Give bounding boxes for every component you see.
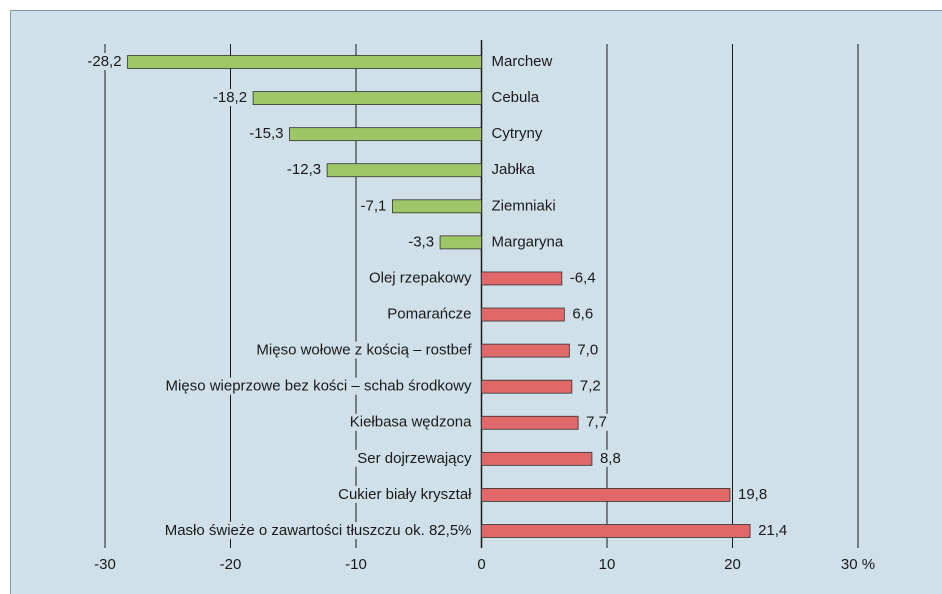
label-background — [346, 413, 476, 431]
x-tick-label: 20 — [724, 556, 741, 573]
value-label: -18,2 — [213, 89, 247, 106]
category-label: Olej rzepakowy — [369, 269, 472, 286]
x-tick-label: 30 % — [841, 556, 875, 573]
value-label: -12,3 — [287, 161, 321, 178]
value-label: 8,8 — [600, 450, 621, 467]
chart-background — [10, 10, 942, 594]
label-background — [335, 485, 476, 503]
label-background — [755, 521, 791, 539]
label-background — [365, 269, 475, 287]
category-label: Cebula — [492, 89, 540, 106]
label-background — [283, 161, 325, 179]
bar — [252, 91, 482, 105]
category-label: Margaryna — [492, 233, 564, 250]
category-label: Masło świeże o zawartości tłuszczu ok. 8… — [165, 522, 472, 539]
value-label: 7,0 — [577, 342, 598, 359]
label-background — [566, 269, 599, 287]
label-background — [488, 52, 556, 70]
bar — [289, 127, 482, 142]
value-label: -7,1 — [361, 197, 387, 214]
label-background — [253, 341, 476, 359]
bar — [481, 379, 573, 394]
label-background — [162, 377, 475, 395]
label-background — [209, 89, 251, 107]
x-tick-label: 10 — [599, 556, 616, 573]
label-background — [354, 449, 475, 467]
bar — [481, 271, 563, 286]
x-tick-label: 0 — [477, 556, 485, 573]
bar — [481, 307, 565, 322]
category-label: Pomarańcze — [387, 306, 471, 323]
bar — [481, 343, 570, 358]
label-background — [488, 89, 543, 107]
label-background — [576, 377, 604, 395]
value-label: -28,2 — [87, 53, 121, 70]
label-background — [574, 341, 602, 359]
label-background — [357, 197, 390, 215]
category-label: Marchew — [492, 53, 553, 70]
bar — [127, 55, 482, 69]
label-background — [488, 233, 567, 251]
x-tick-label: -30 — [94, 556, 116, 573]
bar — [481, 451, 593, 466]
category-label: Cytryny — [492, 125, 543, 142]
value-label: -15,3 — [249, 125, 283, 142]
bar — [391, 199, 482, 214]
bar — [481, 524, 751, 538]
label-background — [583, 413, 610, 431]
category-label: Ziemniaki — [492, 197, 556, 214]
label-background — [161, 521, 475, 539]
label-background — [596, 449, 624, 467]
value-label: -3,3 — [408, 233, 434, 250]
category-label: Cukier biały kryształ — [338, 486, 472, 503]
label-background — [734, 485, 771, 503]
bar — [481, 488, 731, 502]
label-background — [246, 125, 287, 143]
value-label: 7,2 — [580, 378, 601, 395]
label-background — [488, 161, 539, 179]
value-label: -6,4 — [570, 269, 596, 286]
value-label: 7,7 — [586, 414, 607, 431]
x-tick-label: -20 — [220, 556, 242, 573]
label-background — [488, 197, 559, 215]
category-label: Mięso wołowe z kością – rostbef — [256, 342, 472, 359]
category-label: Ser dojrzewający — [357, 450, 472, 467]
category-label: Mięso wieprzowe bez kości – schab środko… — [166, 378, 472, 395]
label-background — [384, 305, 475, 323]
label-background — [405, 233, 438, 251]
value-label: 21,4 — [758, 522, 787, 539]
label-background — [569, 305, 597, 323]
value-label: 19,8 — [738, 486, 767, 503]
value-label: 6,6 — [572, 306, 593, 323]
bar — [326, 163, 482, 178]
category-label: Jabłka — [492, 161, 536, 178]
category-label: Kiełbasa wędzona — [350, 414, 472, 431]
label-background — [84, 52, 125, 70]
bar — [439, 235, 482, 250]
label-background — [488, 125, 546, 143]
x-tick-label: -10 — [345, 556, 367, 573]
bar — [481, 415, 579, 430]
